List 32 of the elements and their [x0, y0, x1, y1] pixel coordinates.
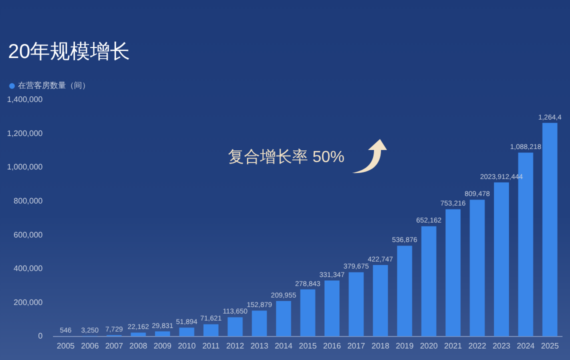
y-tick-label: 1,400,000	[6, 95, 44, 104]
x-tick-label: 2010	[178, 341, 196, 350]
y-tick-label: 1,000,000	[6, 162, 44, 172]
chart-title: 20年规模增长	[8, 40, 130, 65]
x-tick-label: 2011	[202, 341, 220, 350]
y-tick-label: 1,200,000	[6, 128, 44, 138]
x-tick-label: 2021	[444, 341, 463, 350]
x-tick-label: 2023	[492, 341, 511, 350]
x-tick-label: 2007	[105, 341, 124, 350]
y-tick-label: 600,000	[14, 230, 44, 240]
y-tick-label: 800,000	[14, 196, 44, 206]
x-tick-label: 2013	[250, 341, 269, 350]
x-tick-label: 2017	[347, 341, 366, 350]
x-tick-label: 2005	[56, 341, 76, 350]
annotation: 复合增长率 50%	[228, 148, 344, 168]
x-tick-label: 2014	[274, 341, 294, 350]
x-tick-label: 2006	[81, 341, 100, 350]
y-tick-label: 200,000	[14, 298, 44, 307]
x-tick-label: 2019	[396, 341, 414, 350]
x-tick-label: 2024	[516, 341, 536, 350]
x-tick-label: 2015	[298, 341, 318, 350]
x-tick-label: 2018	[372, 341, 390, 350]
x-tick-label: 2012	[226, 341, 245, 350]
y-tick-label: 0	[38, 332, 44, 341]
y-tick-label: 400,000	[14, 264, 44, 274]
x-tick-label: 2022	[468, 341, 487, 350]
legend-label: 在营客房数量（间）	[18, 81, 90, 90]
x-tick-label: 2016	[323, 341, 342, 350]
x-tick-label: 2008	[129, 341, 148, 350]
x-tick-label: 2009	[154, 341, 172, 350]
x-tick-label: 2025	[540, 341, 560, 350]
x-tick-label: 2020	[420, 341, 438, 350]
